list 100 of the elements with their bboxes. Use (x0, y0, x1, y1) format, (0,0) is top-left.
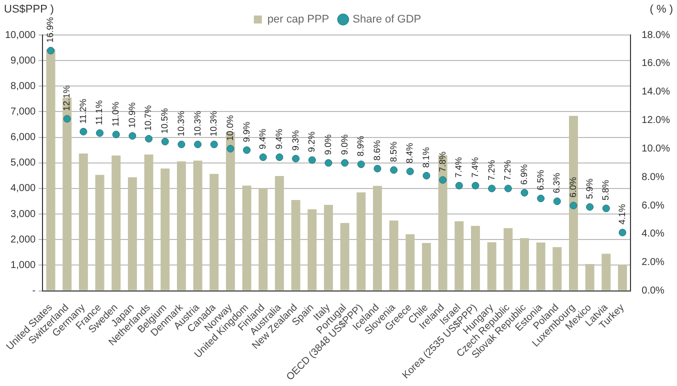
y-axis-title: US$PPP ) (4, 4, 54, 16)
y-tick-label: - (32, 286, 36, 297)
data-label: 11.0% (110, 102, 121, 126)
point (586, 203, 594, 211)
y2-tick-label: 12.0% (642, 115, 670, 126)
point (276, 153, 284, 161)
point (553, 198, 561, 206)
y2-tick-label: 18.0% (642, 30, 670, 41)
point (406, 168, 414, 176)
point (504, 184, 512, 192)
point (292, 154, 300, 162)
data-label: 12.1% (62, 85, 72, 111)
point (357, 160, 365, 168)
point (226, 144, 234, 152)
bar (324, 204, 333, 290)
data-label: 10.0% (224, 115, 235, 141)
point (374, 164, 382, 172)
bar (454, 221, 464, 290)
y-tick-label: 9,000 (10, 55, 36, 66)
point (145, 134, 153, 142)
bar (112, 155, 121, 290)
point (422, 172, 430, 180)
y-tick-label: 2,000 (10, 234, 36, 246)
point (520, 189, 528, 196)
data-label: 9.4% (258, 128, 268, 150)
point (308, 156, 316, 164)
data-label: 5.9% (584, 178, 594, 199)
data-label: 10.9% (126, 102, 137, 128)
bar (176, 161, 186, 290)
bar (389, 220, 398, 290)
bar (258, 188, 268, 290)
data-label: 7.4% (454, 157, 464, 178)
y-tick-label: 3,000 (10, 208, 36, 220)
data-label: 4.1% (616, 204, 627, 225)
point (455, 182, 463, 190)
data-label: 9.2% (306, 132, 317, 152)
bar (308, 209, 317, 290)
data-label: 8.6% (372, 140, 382, 161)
point (537, 194, 545, 202)
bar (242, 186, 252, 290)
point (112, 130, 120, 138)
data-label: 10.5% (160, 108, 170, 134)
bar (504, 228, 513, 290)
y2-tick-label: 2.0% (642, 257, 665, 268)
point (128, 132, 136, 140)
y-tick-label: 4,000 (10, 183, 36, 194)
data-label: 9.0% (339, 134, 350, 155)
data-label: 6.0% (568, 177, 578, 198)
y-tick-label: 6,000 (10, 132, 36, 144)
y2-tick-label: 16.0% (642, 58, 670, 70)
y2-tick-label: 10.0% (642, 143, 670, 154)
data-label: 5.8% (600, 180, 611, 200)
data-label: 11.2% (78, 98, 88, 124)
point (390, 166, 398, 174)
data-label: 7.8% (437, 151, 448, 172)
point (570, 202, 578, 210)
bar (340, 223, 350, 290)
point (210, 140, 218, 148)
data-label: 11.1% (94, 100, 104, 126)
bar (144, 154, 154, 290)
data-label: 8.9% (356, 136, 366, 156)
data-label: 9.4% (274, 128, 284, 150)
bar (422, 242, 431, 290)
data-label: 16.9% (45, 17, 56, 43)
data-label: 8.5% (388, 141, 398, 162)
y-tick-label: 1,000 (10, 260, 36, 271)
bar (552, 247, 562, 290)
bar (274, 176, 284, 290)
data-label: 8.1% (420, 147, 431, 168)
data-label: 9.0% (322, 134, 333, 155)
y-tick-label: 7,000 (10, 106, 36, 118)
point (161, 138, 169, 146)
legend-label: per cap PPP (267, 14, 330, 26)
data-label: 7.4% (470, 157, 480, 178)
data-label: 10.3% (192, 110, 202, 136)
point (80, 128, 88, 136)
bar (46, 49, 56, 290)
bar (602, 254, 611, 290)
y2-tick-label: 4.0% (642, 228, 665, 240)
bar (520, 238, 529, 290)
data-label: 10.3% (176, 110, 186, 136)
point (618, 228, 626, 236)
bar (210, 174, 219, 290)
y-tick-label: 8,000 (10, 80, 36, 92)
bar (568, 116, 578, 290)
bar (372, 186, 382, 290)
data-label: 9.3% (290, 130, 300, 151)
y2-tick-label: 8.0% (642, 172, 665, 183)
point (341, 159, 349, 167)
point (96, 129, 104, 137)
point (439, 176, 447, 184)
point (324, 159, 332, 167)
data-label: 7.2% (502, 160, 513, 180)
bar (406, 234, 415, 290)
bar (536, 242, 546, 290)
point (472, 182, 480, 190)
data-label: 9.9% (241, 122, 252, 142)
bar (618, 264, 627, 290)
data-label: 7.2% (486, 160, 496, 180)
data-label: 6.3% (552, 172, 562, 194)
